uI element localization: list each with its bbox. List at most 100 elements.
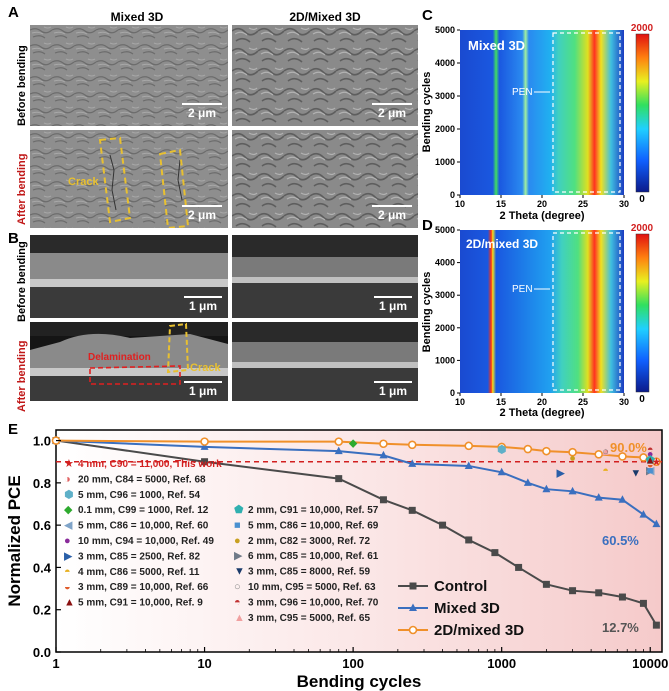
ytick-label: 0.6 <box>33 518 51 533</box>
legend-ref-entry: 10 mm, C94 = 10,000, Ref. 49 <box>78 536 214 547</box>
ytick-label: 3000 <box>435 290 455 300</box>
panel-a-row-before: Before bending <box>16 45 28 126</box>
legend-ref-entry: 5 mm, C86 = 10,000, Ref. 69 <box>248 520 379 531</box>
legend-ref-entry: 5 mm, C91 = 10,000, Ref. 9 <box>78 598 203 609</box>
data-point <box>491 549 499 557</box>
ytick-label: 2000 <box>435 323 455 333</box>
legend-marker: ▼ <box>234 566 245 578</box>
ytick-label: 1.0 <box>33 434 51 449</box>
sem-mixed3d-before: 2 μm <box>30 25 228 126</box>
data-point <box>594 493 603 501</box>
pen-label-d: PEN <box>512 284 533 295</box>
colorbar-c-min: 0 <box>639 194 645 205</box>
data-point <box>379 439 388 449</box>
panel-b-row-after: After bending <box>16 340 28 413</box>
data-point <box>200 442 209 450</box>
xtick-label: 100 <box>342 656 364 671</box>
xtick-label: 20 <box>537 397 547 407</box>
legend-ref-entry: 3 mm, C85 = 8000, Ref. 59 <box>248 567 370 578</box>
panel-a-letter: A <box>8 4 19 21</box>
data-point <box>652 519 661 528</box>
xtick-label: 15 <box>496 397 506 407</box>
data-point <box>464 461 473 469</box>
legend-marker: ◀ <box>64 520 73 532</box>
ref-point: ● <box>569 452 576 464</box>
colorbar-c-max: 2000 <box>631 23 654 34</box>
panel-b-row-before: Before bending <box>16 241 28 322</box>
data-point <box>523 478 532 486</box>
ref-point: ▶ <box>646 465 655 477</box>
ref-point: ◓ <box>602 465 609 477</box>
panel-c-ylabel: Bending cycles <box>421 72 433 153</box>
xtick-label: 30 <box>619 199 629 209</box>
legend-marker: ▶ <box>64 550 73 562</box>
data-point <box>569 587 577 595</box>
ref-point: ○ <box>602 446 609 458</box>
xsem-2dmixed3d-after: 1 μm <box>232 322 418 401</box>
y-axis-label: Normalized PCE <box>5 475 24 606</box>
scale-bar: 2 μm <box>372 103 412 120</box>
end-value-label: 90.0% <box>610 440 647 455</box>
legend-ref-entry: 2 mm, C82 = 3000, Ref. 72 <box>248 536 370 547</box>
legend-ref-entry: 5 mm, C96 = 1000, Ref. 54 <box>78 490 200 501</box>
data-point <box>408 506 416 514</box>
legend-ref-entry: 3 mm, C95 = 5000, Ref. 65 <box>248 613 370 624</box>
ref-point: ▲ <box>645 455 656 467</box>
data-point <box>595 589 603 597</box>
legend-marker: ▶ <box>234 550 243 562</box>
legend-marker: ● <box>64 535 71 547</box>
scale-bar: 2 μm <box>182 205 222 222</box>
data-point <box>515 563 523 571</box>
xtick-label: 30 <box>619 397 629 407</box>
data-point <box>200 437 209 446</box>
legend-marker: ◒ <box>64 581 71 593</box>
ytick-label: 0 <box>450 388 455 398</box>
panel-d-ylabel: Bending cycles <box>421 272 433 353</box>
ref-point: ★ <box>651 457 661 469</box>
panel-c-letter: C <box>422 7 433 24</box>
xtick-label: 1 <box>52 656 59 671</box>
data-point <box>639 599 647 607</box>
panel-d-yticks: 0 1000 2000 3000 4000 5000 <box>435 225 460 398</box>
legend-marker: ⬢ <box>64 489 74 501</box>
ref-point: ⬢ <box>497 444 507 456</box>
ytick-label: 3000 <box>435 91 455 101</box>
delamination-label: Delamination <box>88 352 151 363</box>
data-point <box>497 467 506 476</box>
data-point <box>639 453 648 462</box>
data-point <box>335 475 343 483</box>
data-point <box>652 457 661 467</box>
legend-marker: ▲ <box>64 597 75 609</box>
data-point <box>542 484 551 493</box>
scale-bar: 2 μm <box>182 103 222 120</box>
data-point <box>568 447 577 457</box>
xtick-label: 10 <box>455 199 465 209</box>
panel-c-yticks: 0 1000 2000 3000 4000 5000 <box>435 25 460 200</box>
ref-point: ■ <box>647 465 654 477</box>
heatmap-c-title: Mixed 3D <box>468 38 525 53</box>
colorbar-d-min: 0 <box>639 394 645 405</box>
pen-label-c: PEN <box>512 87 533 98</box>
data-point <box>639 510 648 518</box>
legend-marker: ⬟ <box>234 504 244 516</box>
data-point <box>334 446 343 455</box>
data-point <box>334 437 344 446</box>
data-point <box>408 459 417 467</box>
ytick-label: 0.4 <box>33 560 52 575</box>
legend-marker: ★ <box>64 458 74 470</box>
ytick-label: 4000 <box>435 58 455 68</box>
ref-point: ◆ <box>349 438 358 450</box>
scale-bar: 1 μm <box>374 296 412 313</box>
legend-marker: ◆ <box>64 504 73 516</box>
x-axis-label: Bending cycles <box>297 672 422 691</box>
colorbar-d <box>635 233 650 393</box>
data-point <box>497 442 506 452</box>
data-point <box>465 536 473 544</box>
legend-marker: ◓ <box>64 566 71 578</box>
legend-ref-entry: 4 mm, C90 = 11,000, This work <box>78 459 222 470</box>
ref-point: ● <box>647 448 654 460</box>
data-point <box>542 580 550 588</box>
ytick-label: 4000 <box>435 258 455 268</box>
legend-marker: ▲ <box>234 612 245 624</box>
ytick-label: 1000 <box>435 355 455 365</box>
